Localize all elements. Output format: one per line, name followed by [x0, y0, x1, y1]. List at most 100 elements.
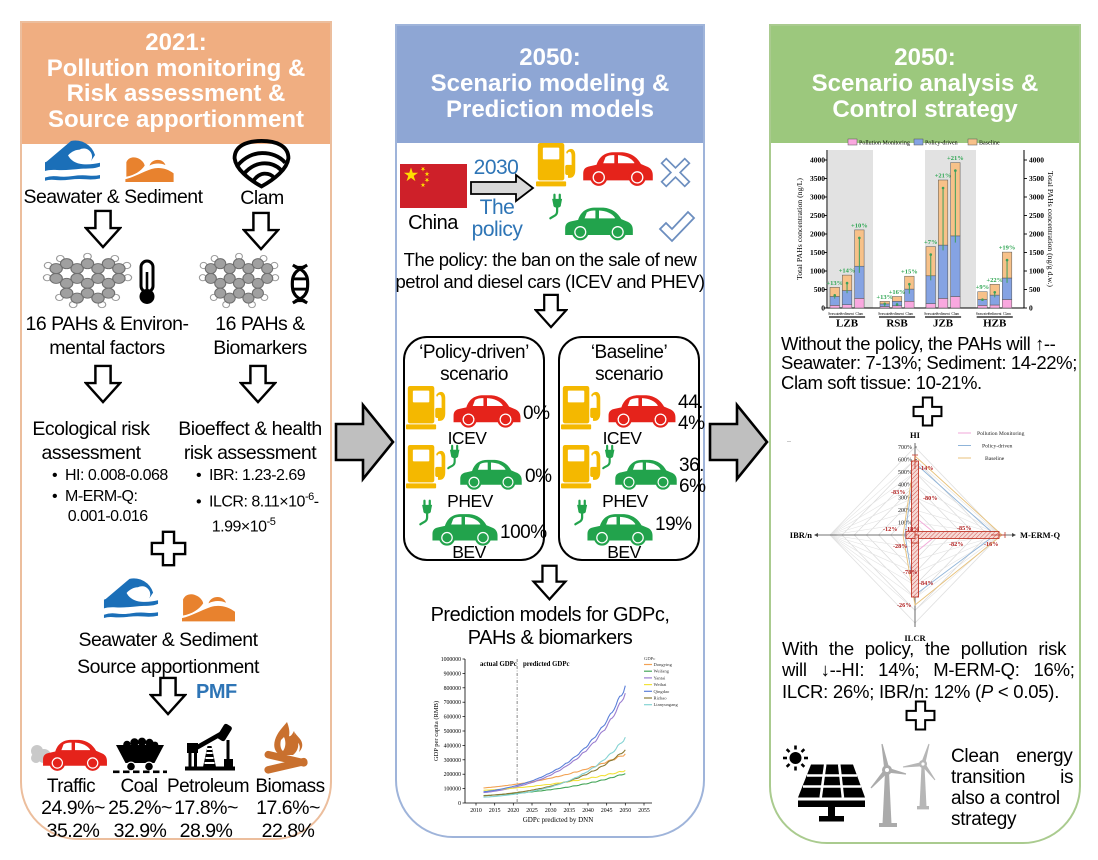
- svg-text:2025: 2025: [526, 808, 538, 814]
- svg-text:4000: 4000: [810, 156, 825, 165]
- svg-text:+21%: +21%: [935, 173, 952, 180]
- svg-text:500000: 500000: [444, 729, 461, 735]
- svg-text:Qingdao: Qingdao: [654, 689, 671, 694]
- svg-text:GDP per capita (RMB): GDP per capita (RMB): [433, 701, 440, 761]
- svg-text:2000: 2000: [1029, 230, 1044, 239]
- svg-text:2050: 2050: [620, 808, 632, 814]
- svg-text:Yantai: Yantai: [654, 675, 667, 680]
- svg-text:0: 0: [458, 801, 461, 807]
- svg-text:GDPc: GDPc: [644, 656, 655, 661]
- svg-text:3500: 3500: [1029, 174, 1044, 183]
- svg-text:HZB: HZB: [983, 318, 1007, 330]
- svg-text:+15%: +15%: [901, 269, 918, 276]
- svg-text:IBR/n: IBR/n: [790, 530, 812, 540]
- svg-text:Sediment: Sediment: [988, 312, 1002, 316]
- svg-text:+9%: +9%: [976, 284, 989, 291]
- svg-text:400000: 400000: [444, 743, 461, 749]
- svg-text:+22%: +22%: [986, 277, 1003, 284]
- svg-text:200000: 200000: [444, 772, 461, 778]
- svg-text:1000000: 1000000: [441, 657, 461, 663]
- svg-text:+21%: +21%: [947, 155, 964, 162]
- svg-text:LZB: LZB: [836, 318, 859, 330]
- svg-text:Pollution Monitoring: Pollution Monitoring: [977, 431, 1025, 437]
- svg-text:300%: 300%: [898, 495, 912, 501]
- svg-text:3000: 3000: [1029, 193, 1044, 202]
- svg-text:Pollution Monitoring: Pollution Monitoring: [859, 140, 910, 146]
- svg-text:Seawater: Seawater: [924, 312, 938, 316]
- svg-text:900000: 900000: [444, 671, 461, 677]
- svg-text:3500: 3500: [810, 174, 825, 183]
- svg-text:2045: 2045: [601, 808, 613, 814]
- svg-text:800000: 800000: [444, 686, 461, 692]
- svg-text:+19%: +19%: [999, 245, 1016, 252]
- svg-text:Clam: Clam: [905, 312, 913, 316]
- svg-text:+13%: +13%: [876, 294, 893, 301]
- svg-text:Rizhao: Rizhao: [654, 696, 668, 701]
- svg-text:Policy-driven: Policy-driven: [925, 140, 958, 146]
- svg-text:-26%: -26%: [897, 602, 911, 609]
- svg-text:-80%: -80%: [923, 495, 937, 502]
- svg-text:RSB: RSB: [886, 318, 908, 330]
- svg-text:Weihai: Weihai: [654, 682, 668, 687]
- svg-text:-28%: -28%: [893, 543, 907, 550]
- svg-text:2020: 2020: [508, 808, 520, 814]
- svg-text:600000: 600000: [444, 715, 461, 721]
- svg-text:+14%: +14%: [839, 268, 856, 275]
- svg-text:GDPc predicted by DNN: GDPc predicted by DNN: [523, 816, 594, 824]
- svg-text:2040: 2040: [582, 808, 594, 814]
- svg-text:-12%: -12%: [883, 526, 897, 533]
- svg-text:Weifang: Weifang: [654, 669, 670, 674]
- svg-text:-82%: -82%: [949, 541, 963, 548]
- svg-text:-78%: -78%: [903, 569, 917, 576]
- svg-text:1000: 1000: [1029, 267, 1044, 276]
- svg-text:2500: 2500: [810, 211, 825, 220]
- svg-text:Baseline: Baseline: [985, 456, 1005, 462]
- svg-text:100000: 100000: [444, 787, 461, 793]
- svg-text:0: 0: [821, 304, 825, 313]
- svg-text:700000: 700000: [444, 700, 461, 706]
- svg-text:-84%: -84%: [919, 580, 933, 587]
- svg-text:600%: 600%: [898, 458, 912, 464]
- svg-text:500%: 500%: [898, 470, 912, 476]
- svg-text:Seawater: Seawater: [878, 312, 892, 316]
- svg-text:Clam: Clam: [855, 312, 863, 316]
- svg-text:-85%: -85%: [957, 525, 971, 532]
- svg-text:700%: 700%: [898, 445, 912, 451]
- svg-text:200%: 200%: [898, 508, 912, 514]
- svg-text:actual GDPc: actual GDPc: [480, 661, 517, 668]
- svg-text:HI: HI: [910, 430, 921, 440]
- svg-text:Clam: Clam: [951, 312, 959, 316]
- svg-text:500: 500: [814, 285, 826, 294]
- svg-text:4000: 4000: [1029, 156, 1044, 165]
- svg-text:Policy-driven: Policy-driven: [982, 444, 1013, 450]
- svg-text:M-ERM-Q: M-ERM-Q: [1020, 530, 1061, 540]
- svg-text:2500: 2500: [1029, 211, 1044, 220]
- svg-text:Lianyungang: Lianyungang: [654, 702, 679, 707]
- svg-text:400%: 400%: [898, 483, 912, 489]
- svg-text:2030: 2030: [545, 808, 557, 814]
- svg-text:+10%: +10%: [851, 222, 868, 229]
- svg-text:2000: 2000: [810, 230, 825, 239]
- svg-text:2035: 2035: [564, 808, 576, 814]
- svg-text:1500: 1500: [810, 248, 825, 257]
- svg-text:-16%: -16%: [984, 541, 998, 548]
- svg-text:2015: 2015: [489, 808, 501, 814]
- svg-text:Total PAHs concentration (ng/g: Total PAHs concentration (ng/g d.w.): [1046, 171, 1055, 287]
- svg-text:1500: 1500: [1029, 248, 1044, 257]
- svg-text:Total PAHs concentration (ng/L: Total PAHs concentration (ng/L): [795, 178, 804, 280]
- svg-text:0: 0: [1029, 304, 1033, 313]
- svg-text:2010: 2010: [470, 808, 482, 814]
- svg-text:+16%: +16%: [889, 289, 906, 296]
- svg-text:Clam: Clam: [1003, 312, 1011, 316]
- svg-text:Dongying: Dongying: [654, 662, 673, 667]
- svg-text:Seawater: Seawater: [976, 312, 990, 316]
- svg-text:--: --: [787, 439, 791, 445]
- svg-text:500: 500: [1029, 285, 1041, 294]
- svg-text:Seawater: Seawater: [828, 312, 842, 316]
- svg-text:2055: 2055: [638, 808, 650, 814]
- svg-text:Sediment: Sediment: [840, 312, 854, 316]
- svg-text:+7%: +7%: [924, 239, 937, 246]
- svg-text:3000: 3000: [810, 193, 825, 202]
- svg-text:-83%: -83%: [891, 489, 905, 496]
- svg-text:+13%: +13%: [826, 280, 843, 287]
